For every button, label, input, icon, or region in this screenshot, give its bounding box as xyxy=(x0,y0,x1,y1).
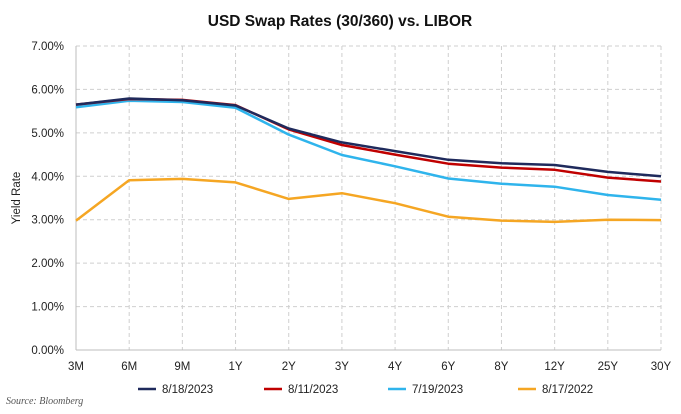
x-tick-label: 30Y xyxy=(651,361,672,373)
x-tick-label: 4Y xyxy=(388,361,402,373)
x-tick-label: 3M xyxy=(68,361,84,373)
chart-title: USD Swap Rates (30/360) vs. LIBOR xyxy=(208,13,472,30)
legend-label: 7/19/2023 xyxy=(412,384,463,396)
y-tick-labels: 0.00% 1.00% 2.00% 3.00% 4.00% 5.00% 6.00% 7.00% xyxy=(31,41,64,357)
y-tick-label: 0.00% xyxy=(31,345,64,357)
series-line-8-18-2023 xyxy=(75,97,662,178)
y-tick-label: 1.00% xyxy=(31,302,64,314)
x-tick-label: 6M xyxy=(121,361,137,373)
grid xyxy=(75,45,662,351)
series-line-8-11-2023 xyxy=(75,97,662,183)
x-tick-label: 8Y xyxy=(494,361,508,373)
y-tick-label: 6.00% xyxy=(31,84,64,96)
legend-label: 8/11/2023 xyxy=(288,384,338,396)
legend-label: 8/18/2023 xyxy=(162,384,213,396)
series-line-7-19-2023 xyxy=(75,99,662,201)
y-tick-label: 7.00% xyxy=(31,41,64,53)
x-tick-label: 25Y xyxy=(598,361,619,373)
y-tick-label: 5.00% xyxy=(31,128,64,140)
legend: 8/18/2023 8/11/2023 7/19/2023 8/17/2022 xyxy=(138,384,593,396)
x-tick-label: 12Y xyxy=(544,361,565,373)
series-lines xyxy=(75,97,662,224)
source-note: Source: Bloomberg xyxy=(6,396,84,407)
x-tick-labels: 3M 6M 9M 1Y 2Y 3Y 4Y 6Y 8Y 12Y 25Y 30Y xyxy=(68,361,672,373)
x-tick-label: 3Y xyxy=(335,361,349,373)
y-tick-label: 4.00% xyxy=(31,171,64,183)
x-tick-label: 6Y xyxy=(441,361,455,373)
x-tick-label: 9M xyxy=(174,361,190,373)
legend-label: 8/17/2022 xyxy=(542,384,593,396)
y-axis-label: Yield Rate xyxy=(11,172,23,225)
y-tick-label: 3.00% xyxy=(31,215,64,227)
series-line-8-17-2022 xyxy=(75,177,662,224)
y-tick-label: 2.00% xyxy=(31,258,64,270)
x-tick-label: 2Y xyxy=(282,361,296,373)
x-tick-label: 1Y xyxy=(229,361,243,373)
